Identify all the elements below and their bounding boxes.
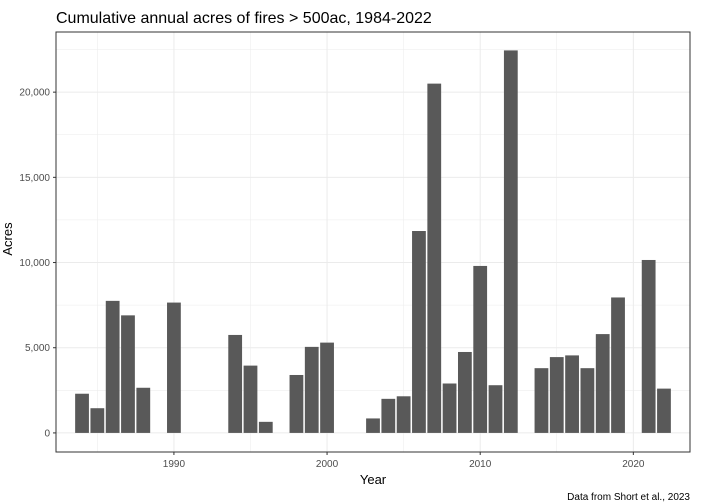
bar-2005 [396, 396, 411, 433]
grid-major [56, 32, 690, 452]
y-tick-label: 15,000 [19, 173, 50, 184]
caption: Data from Short et al., 2023 [567, 492, 690, 503]
y-tick-label: 10,000 [19, 258, 50, 269]
y-tick-label: 5,000 [25, 343, 50, 354]
bar-2003 [366, 418, 380, 433]
bar-2018 [595, 334, 610, 433]
x-tick-label: 2010 [469, 459, 492, 470]
bar-1987 [121, 315, 135, 433]
y-axis-ticks: 0 5,000 10,000 15,000 20,000 [19, 88, 56, 439]
grid-minor [56, 32, 690, 452]
chart-title: Cumulative annual acres of fires > 500ac… [56, 10, 432, 27]
bar-1996 [258, 421, 273, 433]
bar-2009 [457, 351, 472, 433]
bar-2010 [473, 265, 488, 433]
x-tick-label: 2020 [622, 459, 645, 470]
bar-1986 [105, 300, 120, 433]
bar-1994 [228, 334, 243, 433]
bar-1990 [167, 302, 181, 433]
bar-1995 [243, 365, 258, 433]
bar-2014 [534, 368, 549, 433]
bar-1988 [136, 387, 151, 433]
bar-2008 [442, 383, 457, 433]
x-axis-title: Year [360, 472, 387, 487]
bar-2016 [565, 355, 579, 433]
bar-2015 [549, 357, 564, 433]
x-tick-label: 1990 [163, 459, 186, 470]
bar-2000 [320, 342, 334, 433]
x-axis-ticks: 1990 2000 2010 2020 [163, 452, 645, 470]
x-tick-label: 2000 [316, 459, 339, 470]
bar-2007 [427, 83, 442, 433]
bar-2017 [580, 368, 595, 433]
bar-1984 [75, 393, 89, 433]
y-axis-title: Acres [0, 222, 15, 256]
bar-2006 [412, 231, 426, 433]
bar-2004 [381, 398, 396, 433]
y-tick-label: 20,000 [19, 88, 50, 99]
bar-2012 [503, 50, 518, 433]
bar-1999 [304, 346, 319, 433]
bars [75, 50, 671, 433]
bar-1998 [289, 374, 304, 433]
panel-border [55, 31, 691, 453]
bar-2021 [641, 259, 656, 433]
y-tick-label: 0 [44, 428, 50, 439]
bar-2019 [611, 297, 625, 433]
bar-1985 [90, 408, 105, 433]
bar-2011 [488, 385, 503, 433]
bar-2022 [657, 388, 671, 433]
